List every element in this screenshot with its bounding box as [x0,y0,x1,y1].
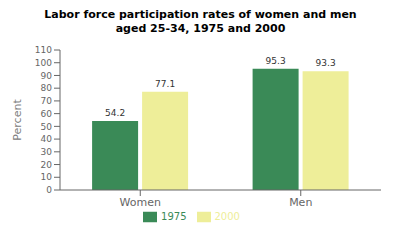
svg-text:100: 100 [35,58,52,68]
svg-text:10: 10 [41,172,53,182]
svg-text:95.3: 95.3 [266,56,286,66]
svg-text:60: 60 [41,109,53,119]
svg-text:90: 90 [41,71,53,81]
svg-text:Men: Men [289,196,312,209]
html-text:1975: 1975 [161,211,187,222]
svg-text:54.2: 54.2 [105,108,125,118]
svg-text:0: 0 [46,185,52,195]
svg-text:70: 70 [41,96,53,106]
svg-text:77.1: 77.1 [155,79,175,89]
svg-text:40: 40 [41,134,53,144]
svg-text:Women: Women [120,196,161,209]
html-text:Labor force participation rate: Labor force participation rates of women… [44,8,357,35]
svg-text:20: 20 [41,160,53,170]
svg-text:110: 110 [35,45,52,55]
svg-text:80: 80 [41,83,53,93]
svg-text:Percent: Percent [11,99,24,141]
svg-text:93.3: 93.3 [316,58,336,68]
svg-text:30: 30 [41,147,53,157]
svg-text:50: 50 [41,122,53,132]
html-text:2000: 2000 [214,211,240,222]
